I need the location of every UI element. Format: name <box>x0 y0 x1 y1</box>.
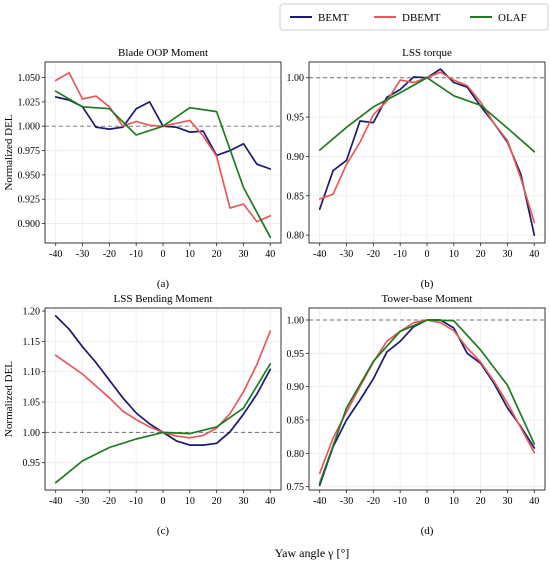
legend-box <box>279 3 549 31</box>
x-tick-label: 10 <box>185 496 195 507</box>
series-line-olaf <box>54 362 272 484</box>
series-line-dbemt <box>54 330 272 439</box>
x-tick-label: -40 <box>313 496 326 507</box>
y-axis-label: Normalized DEL <box>3 361 15 437</box>
x-tick-label: -20 <box>367 249 380 260</box>
x-tick-label: -30 <box>76 496 89 507</box>
x-tick-label: -10 <box>394 249 407 260</box>
series-line-olaf <box>54 90 272 239</box>
y-tick-label: 0.80 <box>287 231 305 242</box>
y-tick-label: 0.90 <box>287 152 305 163</box>
x-tick-label: -40 <box>313 249 326 260</box>
y-tick-label: 1.00 <box>23 428 41 439</box>
series-line-olaf <box>318 319 536 485</box>
x-tick-label: -10 <box>130 249 143 260</box>
panel-label: (a) <box>157 278 170 290</box>
x-tick-label: -20 <box>103 496 116 507</box>
x-tick-label: 0 <box>161 496 166 507</box>
x-tick-label: 10 <box>449 496 459 507</box>
panels: -40 -30 -20 -10 0 10 20 30 400.9000.9250.9500.97… <box>3 47 546 537</box>
x-tick-label: -30 <box>340 496 353 507</box>
y-tick-label: 0.80 <box>287 449 305 460</box>
panel-title: Tower-base Moment <box>382 293 473 305</box>
y-tick-label: 0.975 <box>18 146 41 157</box>
x-tick-label: 0 <box>161 249 166 260</box>
y-axis-label: Normalized DEL <box>3 114 15 190</box>
x-tick-label: 0 <box>425 496 430 507</box>
y-tick-label: 1.025 <box>18 97 41 108</box>
x-tick-label: 30 <box>238 249 248 260</box>
x-tick-label: 0 <box>425 249 430 260</box>
x-tick-label: 20 <box>212 249 222 260</box>
y-tick-label: 1.05 <box>23 398 41 409</box>
panel-label: (b) <box>421 278 434 290</box>
y-tick-label: 0.95 <box>287 349 305 360</box>
x-tick-label: -30 <box>340 249 353 260</box>
x-tick-label: 20 <box>476 496 486 507</box>
x-tick-label: 40 <box>529 496 539 507</box>
series-line-olaf <box>318 76 536 153</box>
x-tick-label: 20 <box>476 249 486 260</box>
y-tick-label: 0.85 <box>287 191 305 202</box>
y-tick-label: 0.90 <box>287 382 305 393</box>
x-tick-label: 20 <box>212 496 222 507</box>
panel-3: -40 -30 -20 -10 0 10 20 30 40 0.95 1.00 1.05 1.10 1.1… <box>3 293 282 537</box>
y-tick-label: 0.925 <box>18 195 41 206</box>
panel-label: (d) <box>421 525 434 537</box>
y-tick-label: 0.900 <box>18 219 41 230</box>
x-tick-label: 30 <box>502 249 512 260</box>
x-tick-label: 10 <box>185 249 195 260</box>
y-tick-label: 1.000 <box>18 122 41 133</box>
panel-1: -40 -30 -20 -10 0 10 20 30 40 0.900 0.925 0.950 0.97… <box>3 47 282 290</box>
x-tick-label: 40 <box>265 496 275 507</box>
panel-2: -40 -30 -20 -10 0 10 20 30 40 0.80 0.85 0.90 0.95 1.0… <box>287 47 546 290</box>
legend: BEMT DBEMT OLAF <box>279 3 549 31</box>
y-tick-label: 0.95 <box>23 458 41 469</box>
panel-title: LSS Bending Moment <box>113 293 212 305</box>
x-tick-label: 40 <box>265 249 275 260</box>
y-tick-label: 1.00 <box>287 316 305 327</box>
x-tick-label: -20 <box>367 496 380 507</box>
x-axis-label: Yaw angle γ [°] <box>275 546 350 560</box>
x-tick-label: -40 <box>49 249 62 260</box>
x-tick-label: 30 <box>238 496 248 507</box>
panel-4: -40 -30 -20 -10 0 10 20 30 40 0.75 0.80 0.85 0.90 0.9… <box>287 293 546 537</box>
y-tick-label: 1.20 <box>23 307 41 318</box>
x-tick-label: 10 <box>449 249 459 260</box>
y-tick-label: 0.85 <box>287 416 305 427</box>
x-tick-label: 40 <box>529 249 539 260</box>
legend-label-dbemt: DBEMT <box>402 12 441 24</box>
x-tick-label: -20 <box>103 249 116 260</box>
x-tick-label: -40 <box>49 496 62 507</box>
panel-label: (c) <box>157 525 170 537</box>
x-tick-label: -10 <box>130 496 143 507</box>
legend-label-olaf: OLAF <box>498 12 527 24</box>
y-tick-label: 1.10 <box>23 367 41 378</box>
y-tick-label: 0.950 <box>18 170 41 181</box>
x-tick-label: 30 <box>502 496 512 507</box>
y-tick-label: 0.75 <box>287 482 305 493</box>
legend-label-bemt: BEMT <box>318 12 349 24</box>
panel-title: Blade OOP Moment <box>118 47 208 59</box>
panel-title: LSS torque <box>402 47 452 59</box>
x-tick-label: -10 <box>394 496 407 507</box>
x-tick-label: -30 <box>76 249 89 260</box>
y-tick-label: 1.15 <box>23 337 41 348</box>
y-tick-label: 0.95 <box>287 113 305 124</box>
y-tick-label: 1.050 <box>18 73 41 84</box>
y-tick-label: 1.00 <box>287 73 305 84</box>
